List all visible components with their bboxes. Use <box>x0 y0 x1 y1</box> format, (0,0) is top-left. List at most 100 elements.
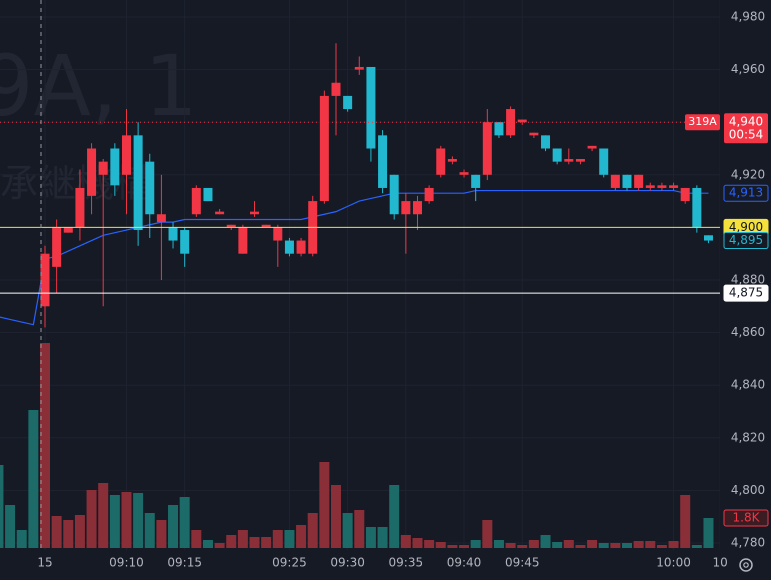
volume-bar <box>249 537 260 548</box>
volume-pane <box>0 343 714 548</box>
y-tick-label: 4,800 <box>731 483 765 497</box>
volume-bar <box>668 541 679 548</box>
price-label: 4,895 <box>729 233 763 247</box>
volume-bar <box>424 540 435 548</box>
volume-bar <box>354 510 365 548</box>
volume-bar <box>342 513 353 548</box>
volume-label: 1.8K <box>733 511 761 525</box>
volume-bar <box>133 493 144 548</box>
candle-body <box>75 187 85 228</box>
volume-bar <box>575 545 586 548</box>
candle-body <box>564 159 574 162</box>
candle-body <box>343 95 353 110</box>
y-tick-label: 4,980 <box>731 10 765 24</box>
volume-bar <box>296 525 307 548</box>
candle-body <box>506 109 516 136</box>
x-tick-label: 10:00 <box>656 556 691 570</box>
volume-bar <box>412 538 423 548</box>
candle-body <box>575 159 585 162</box>
volume-bar <box>505 543 516 548</box>
y-tick-label: 4,780 <box>731 536 765 550</box>
candle-body <box>87 148 97 196</box>
price-label-box <box>723 284 769 302</box>
volume-bar <box>156 520 167 548</box>
volume-bar <box>400 535 411 548</box>
candle-body <box>40 253 50 307</box>
volume-bar <box>633 541 644 548</box>
volume-bar <box>0 465 4 548</box>
volume-bar <box>656 545 667 548</box>
volume-bar <box>540 535 551 548</box>
candle-body <box>215 211 225 215</box>
candle-body <box>98 161 108 175</box>
last-price-label: 4,940 <box>729 115 763 129</box>
candle-body <box>238 227 248 254</box>
volume-bar <box>272 530 283 548</box>
candle-body <box>634 174 644 188</box>
volume-bar <box>51 516 62 548</box>
candle-body <box>261 224 271 228</box>
candle-body <box>226 224 236 228</box>
candle-body <box>284 240 294 254</box>
volume-bar <box>86 490 97 548</box>
candle-body <box>133 135 143 231</box>
volume-bar <box>435 542 446 548</box>
y-tick-label: 4,920 <box>731 167 765 181</box>
candle-body <box>517 119 527 123</box>
volume-bar <box>493 540 504 548</box>
volume-bar <box>587 540 598 548</box>
y-tick-label: 4,820 <box>731 430 765 444</box>
volume-bar <box>482 520 493 548</box>
candle-body <box>494 122 504 136</box>
volume-bar <box>284 530 295 548</box>
volume-bar <box>28 410 39 548</box>
volume-bar <box>552 542 563 548</box>
volume-bar <box>261 537 272 548</box>
volume-bar <box>563 540 574 548</box>
candle-body <box>482 122 492 175</box>
x-tick-label: 09:30 <box>330 556 365 570</box>
x-tick-label: 09:10 <box>109 556 144 570</box>
x-tick-label: 09:25 <box>272 556 307 570</box>
candle-body <box>471 174 481 188</box>
candle-body <box>703 235 713 241</box>
candle-body <box>331 82 341 96</box>
candle-body <box>692 187 702 228</box>
watermark-symbol: 9A, 1 <box>0 37 198 135</box>
volume-bar <box>610 543 621 548</box>
candle-body <box>599 148 609 175</box>
candle-body <box>156 214 166 223</box>
candle-body <box>121 135 131 175</box>
price-axis: 4,780 4,800 4,820 4,840 4,860 4,880 4,900 4,920… <box>37 0 771 580</box>
candle-body <box>378 135 388 188</box>
candle-body <box>366 66 376 149</box>
volume-bar <box>691 545 702 548</box>
x-tick-label: 09:45 <box>505 556 540 570</box>
candle-body <box>587 145 597 149</box>
candle-body <box>180 230 190 254</box>
volume-bar <box>226 535 237 548</box>
volume-bar <box>598 543 609 548</box>
volume-bar <box>447 545 458 548</box>
candle-body <box>669 185 679 188</box>
candle-body <box>203 187 213 202</box>
volume-bar <box>528 540 539 548</box>
volume-bar <box>459 545 470 548</box>
volume-bar <box>622 543 632 548</box>
volume-bar <box>319 462 330 548</box>
volume-bar <box>645 541 656 548</box>
volume-bar <box>517 545 528 548</box>
volume-bar <box>74 515 85 548</box>
volume-bar <box>16 530 27 548</box>
candle-body <box>447 159 457 162</box>
settings-icon[interactable] <box>739 558 753 572</box>
volume-bar <box>703 518 714 548</box>
price-label-box <box>723 232 769 250</box>
candle-body <box>424 187 434 202</box>
price-label: 4,900 <box>729 220 763 234</box>
volume-bar <box>307 513 318 548</box>
candle-body <box>459 172 469 175</box>
x-tick-label: 15 <box>37 556 52 570</box>
candle-body <box>52 227 62 267</box>
candle-body <box>645 185 655 188</box>
